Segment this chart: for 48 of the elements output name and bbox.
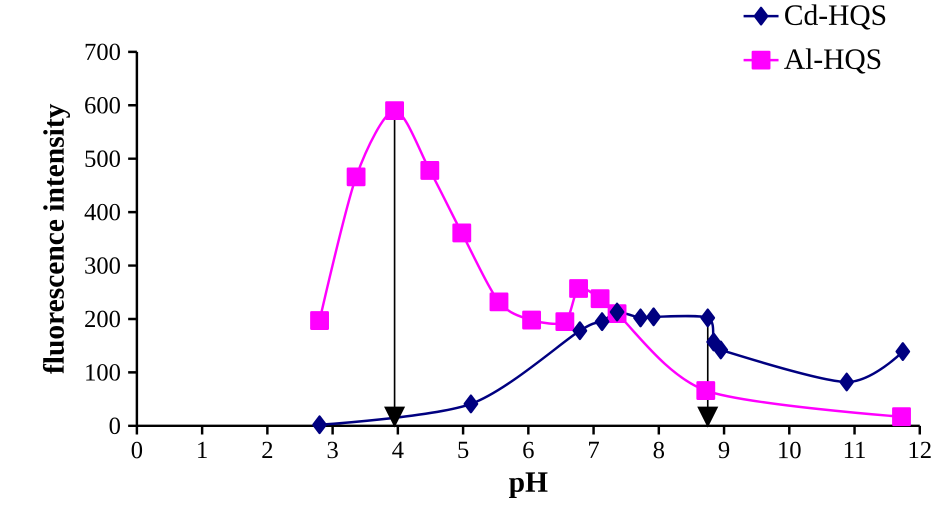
y-tick-label: 600 [85,97,120,114]
y-tick-label: 400 [84,204,120,221]
point [452,224,472,243]
point [555,312,574,332]
y-axis-title: fluorescence intensity [42,104,70,374]
x-tick-label: 3 [328,442,338,458]
x-axis-title: pH [509,472,548,498]
x-tick-label: 8 [654,442,664,458]
y-tick-label: 0 [110,418,120,434]
point [572,321,588,340]
point [385,101,404,120]
x-tick-label: 10 [779,442,801,458]
point [633,308,648,328]
point [706,332,721,352]
point [594,312,610,332]
point [892,407,911,426]
point [522,310,542,330]
point [713,340,728,360]
y-tick-label: 700 [86,44,120,60]
legend-label: Al-HQS [784,48,880,74]
x-tick-label: 2 [262,442,272,458]
point [346,168,366,186]
x-tick-label: 12 [910,442,931,458]
point [464,394,478,414]
y-tick-label: 100 [86,364,120,381]
point [646,308,661,326]
x-tick-label: 1 [198,442,207,458]
point [420,161,440,180]
point [700,308,716,328]
point [839,372,854,392]
x-tick-label: 0 [132,442,142,458]
x-tick-label: 9 [718,442,730,458]
y-tick-label: 500 [85,150,120,168]
point [895,342,910,362]
x-tick-label: 7 [589,442,599,458]
x-tick-label: 11 [844,442,865,458]
point [590,289,610,308]
y-tick-label: 200 [85,310,120,328]
x-tick-label: 5 [458,442,468,458]
point [490,292,508,312]
point [310,311,329,330]
x-tick-label: 6 [523,442,534,458]
point [569,279,588,298]
y-tick-label: 300 [85,257,120,274]
point [696,381,716,400]
point [312,415,327,434]
legend-label: Cd-HQS [785,4,886,30]
x-tick-label: 4 [392,442,404,458]
